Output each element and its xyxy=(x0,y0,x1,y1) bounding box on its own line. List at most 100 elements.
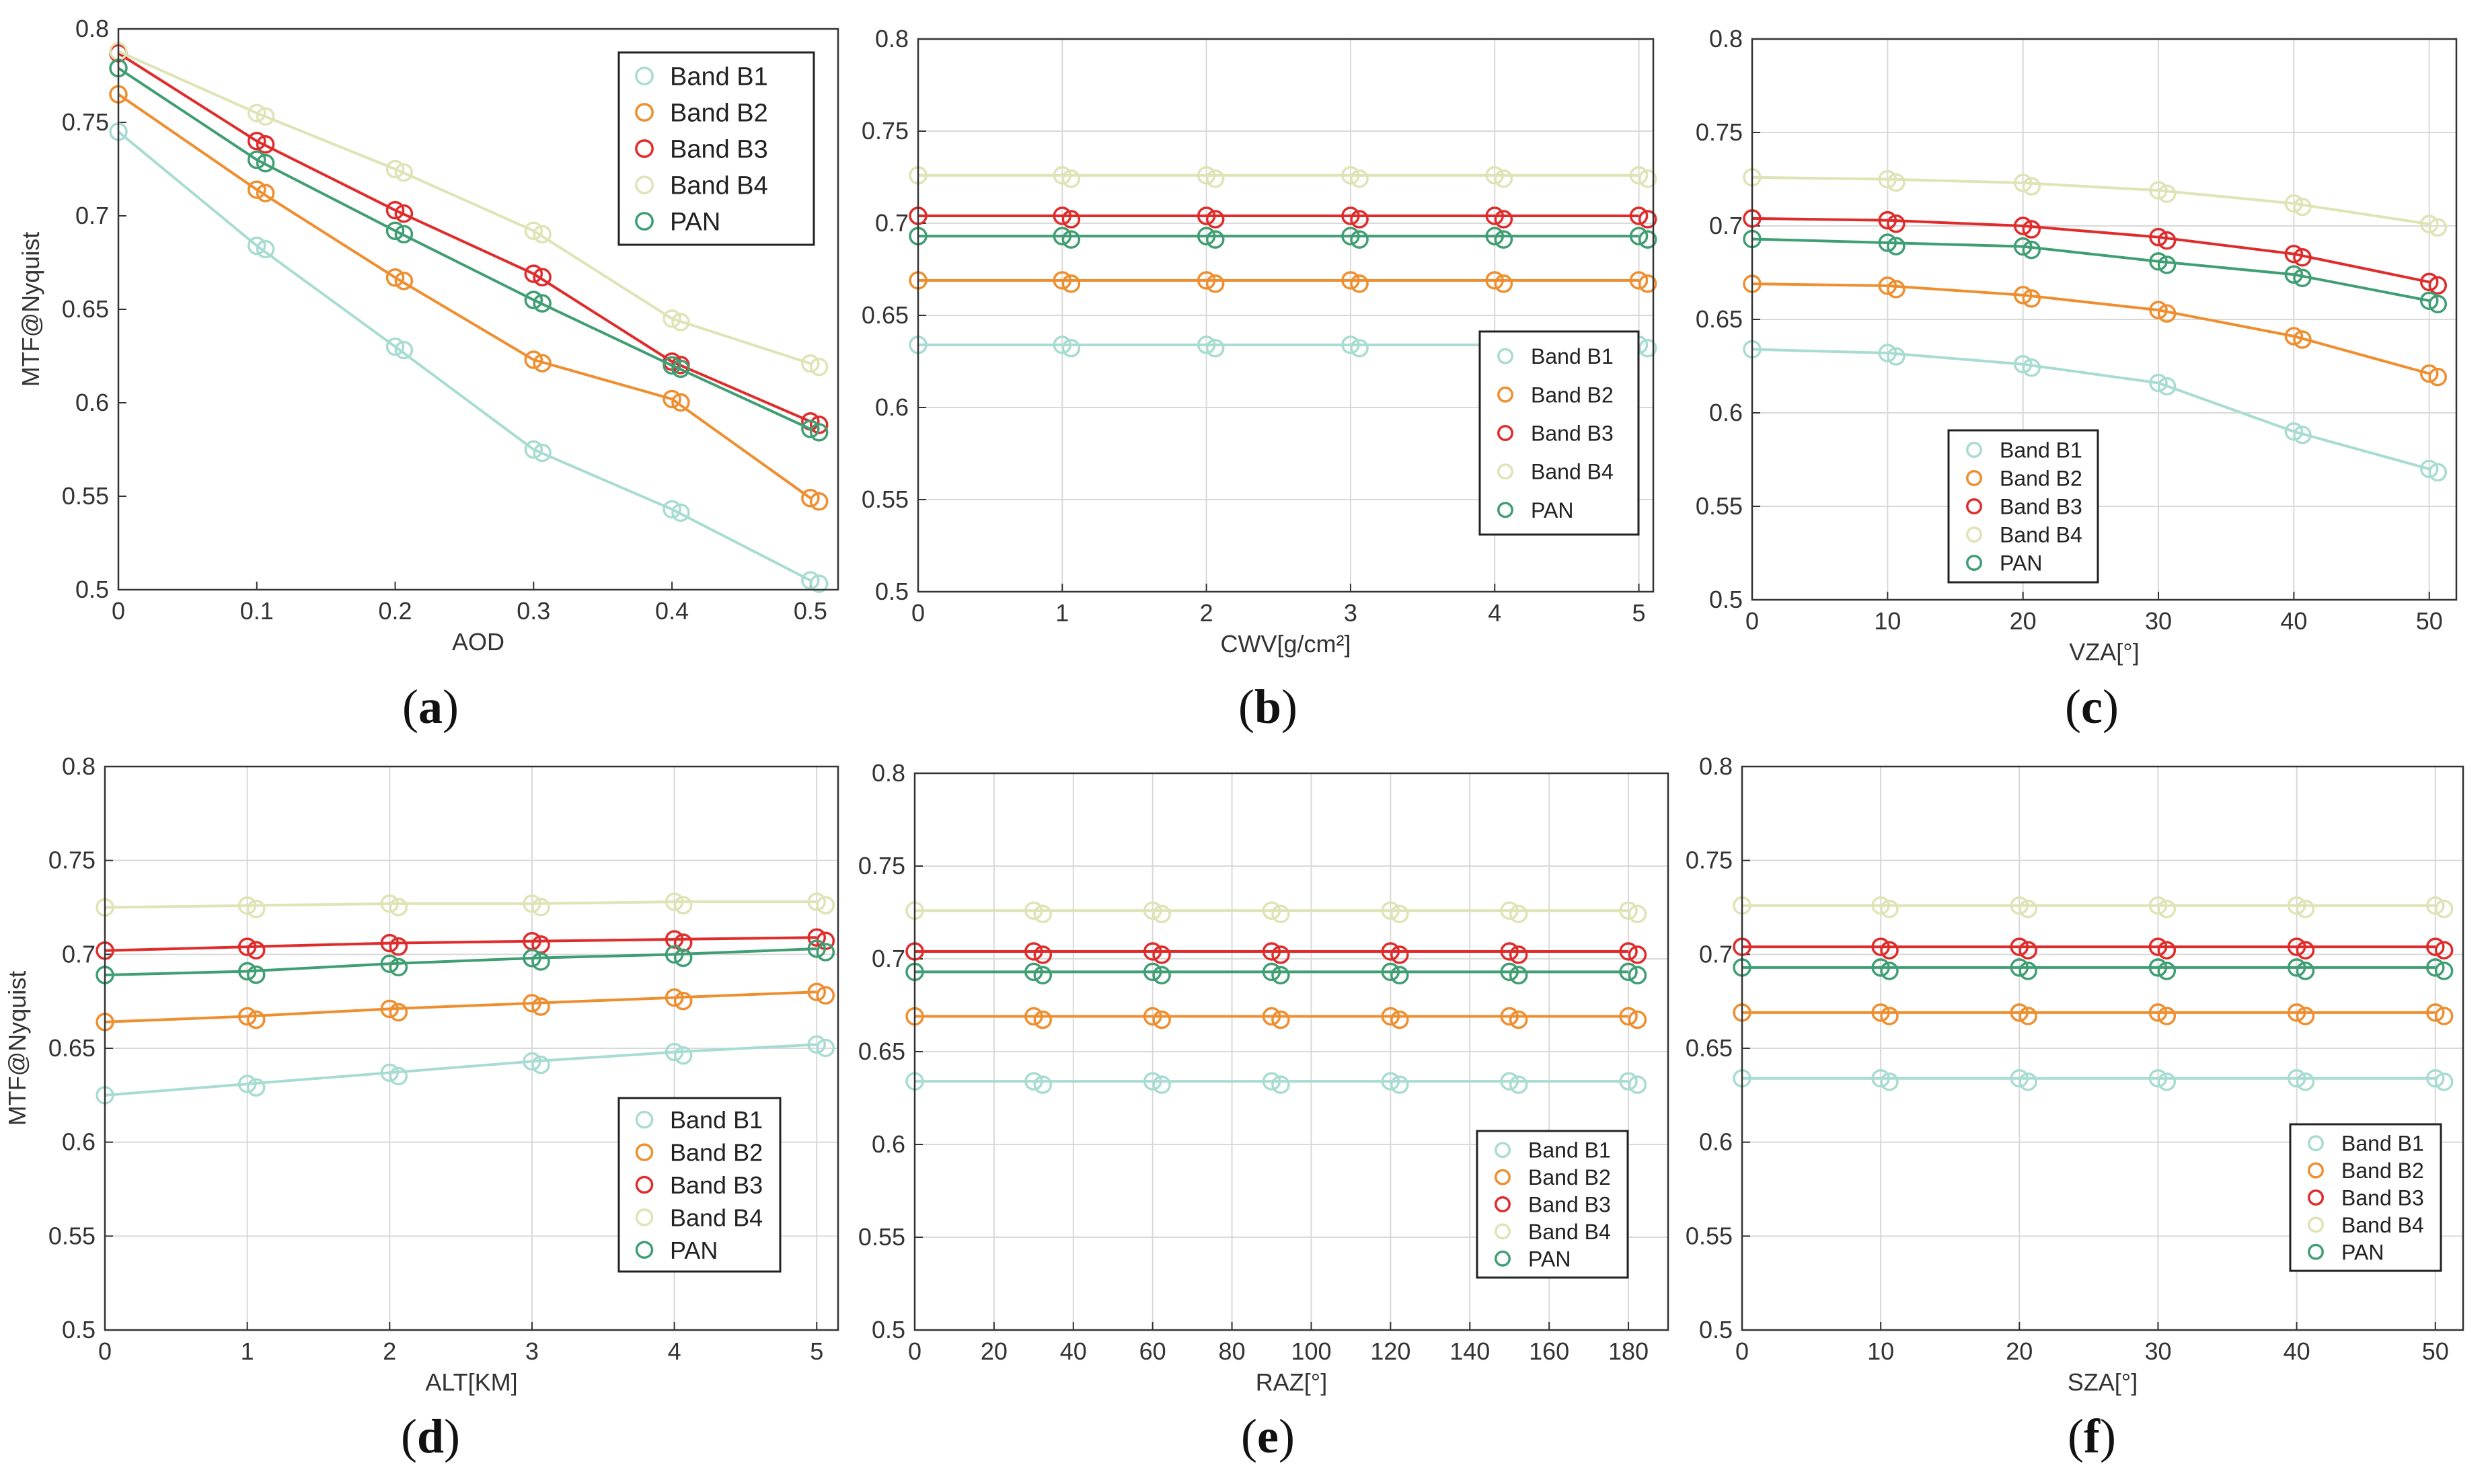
data-point xyxy=(809,357,829,377)
x-tick-label: 3 xyxy=(1344,599,1357,627)
legend-label: Band B4 xyxy=(2000,523,2082,547)
data-point xyxy=(533,354,552,373)
x-axis-label: SZA[°] xyxy=(2068,1368,2138,1396)
data-point xyxy=(2019,941,2037,960)
data-point xyxy=(1053,227,1072,245)
series-line xyxy=(117,52,811,423)
data-point xyxy=(2293,426,2312,444)
data-point xyxy=(2010,958,2029,977)
data-point xyxy=(816,943,835,962)
x-axis-label: CWV[g/cm²] xyxy=(1221,630,1351,658)
data-point xyxy=(1053,271,1072,290)
legend-marker xyxy=(635,1110,654,1129)
data-point xyxy=(1061,230,1081,249)
data-point xyxy=(2149,252,2168,271)
data-point xyxy=(2149,373,2168,393)
x-tick-label: 0.3 xyxy=(517,597,550,625)
x-tick-label: 20 xyxy=(2006,1337,2033,1365)
data-point xyxy=(671,313,690,331)
y-tick-label: 0.55 xyxy=(1696,492,1743,520)
data-point xyxy=(1485,227,1505,245)
data-point xyxy=(1638,274,1657,293)
data-point xyxy=(1619,962,1638,982)
series-line xyxy=(1751,348,2430,471)
data-point xyxy=(2157,1007,2177,1025)
data-point xyxy=(2157,231,2177,250)
legend-marker xyxy=(635,139,654,158)
data-point xyxy=(2019,1007,2037,1025)
y-tick-label: 0.55 xyxy=(62,482,109,510)
data-point xyxy=(807,928,827,947)
data-point xyxy=(1024,1007,1043,1026)
x-tick-label: 30 xyxy=(2144,1337,2171,1365)
data-point xyxy=(1262,1007,1281,1026)
legend-marker xyxy=(635,1175,654,1194)
data-point xyxy=(801,420,820,438)
data-point xyxy=(2013,173,2033,192)
data-point xyxy=(2428,276,2448,295)
legend-marker xyxy=(635,175,654,194)
data-point xyxy=(1509,904,1528,923)
series-line xyxy=(117,67,811,430)
data-point xyxy=(2434,1007,2454,1025)
y-tick-label: 0.8 xyxy=(75,15,109,42)
data-point xyxy=(673,1046,693,1065)
data-point xyxy=(2434,941,2454,960)
data-point xyxy=(1871,896,1890,915)
data-point xyxy=(1629,166,1649,185)
data-point xyxy=(1197,336,1216,354)
data-point xyxy=(816,986,835,1005)
y-tick-label: 0.8 xyxy=(62,752,96,780)
data-point xyxy=(246,899,266,919)
data-point xyxy=(1350,274,1369,293)
y-tick-label: 0.7 xyxy=(1709,212,1743,239)
data-point xyxy=(2419,272,2439,292)
data-point xyxy=(1887,214,1906,233)
data-point xyxy=(2010,937,2029,956)
data-point xyxy=(1628,1010,1647,1029)
plot-frame xyxy=(104,765,839,1331)
data-point xyxy=(533,443,552,463)
panel-label-b: (b) xyxy=(1238,680,1298,734)
data-point xyxy=(1381,1072,1400,1091)
series-band-b3 xyxy=(1733,937,2454,960)
data-point xyxy=(2284,244,2304,264)
legend-label: Band B1 xyxy=(670,1106,763,1134)
data-point xyxy=(1638,169,1657,188)
legend-label: Band B3 xyxy=(2341,1186,2424,1210)
legend-marker xyxy=(1497,348,1513,364)
data-point xyxy=(1262,901,1281,920)
legend-marker xyxy=(1495,1250,1511,1267)
y-tick-label: 0.75 xyxy=(858,852,905,880)
data-point xyxy=(1500,1072,1519,1091)
legend-label: PAN xyxy=(670,208,720,237)
data-point xyxy=(2022,289,2041,308)
y-tick-label: 0.6 xyxy=(875,393,909,421)
data-point xyxy=(2148,896,2168,915)
y-axis-label: MTF@Nyquist xyxy=(3,971,31,1126)
plot-frame xyxy=(117,28,839,591)
data-point xyxy=(801,489,820,508)
data-point xyxy=(1205,210,1225,229)
data-point xyxy=(1878,276,1897,295)
data-point xyxy=(531,997,550,1016)
data-point xyxy=(1500,942,1519,961)
data-point xyxy=(1494,210,1513,229)
data-point xyxy=(524,290,543,309)
series-line xyxy=(118,50,811,365)
data-point xyxy=(816,1038,835,1058)
data-point xyxy=(673,896,693,914)
data-point xyxy=(1887,347,1906,366)
data-point xyxy=(1887,173,1906,192)
data-point xyxy=(1628,1075,1647,1094)
data-point xyxy=(663,389,681,409)
data-point xyxy=(1629,206,1649,225)
data-point xyxy=(2157,962,2177,980)
chart-panel-d: 0 1 2 3 4 5 0.5 0.55 0.6 0.65 0.7 0.75 0.8 ALT[KM] MTF… xyxy=(3,752,839,1396)
data-point xyxy=(524,440,543,459)
data-point xyxy=(2287,958,2306,977)
data-point xyxy=(1494,274,1513,293)
panel-label-a: (a) xyxy=(402,680,459,734)
data-point xyxy=(248,236,266,256)
legend-label: Band B2 xyxy=(670,1139,763,1167)
